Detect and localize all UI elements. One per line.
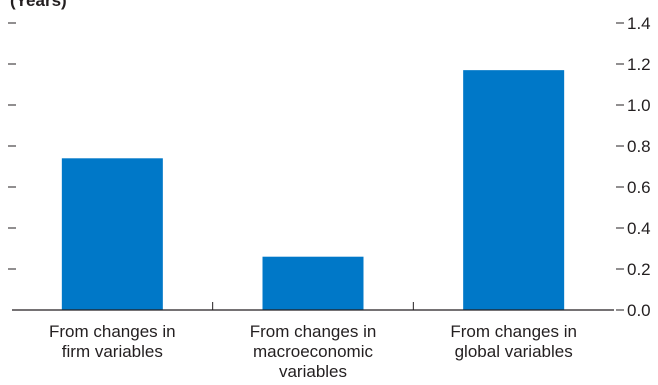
y-tick-label: 1.0 (627, 96, 651, 115)
category-label-line: global variables (455, 342, 573, 361)
category-label-line: firm variables (62, 342, 163, 361)
y-tick-label: 0.2 (627, 260, 651, 279)
category-label: From changes in macroeconomic variables (250, 322, 377, 381)
right-y-axis: 0.0 0.2 0.4 0.6 0.8 1.0 1.2 1.4 (616, 14, 651, 320)
y-tick-label: 0.8 (627, 137, 651, 156)
y-tick-label: 1.2 (627, 55, 651, 74)
bar (262, 256, 364, 310)
category-label: From changes in firm variables (49, 322, 176, 361)
category-label-line: variables (279, 362, 347, 381)
category-label: From changes in global variables (450, 322, 577, 361)
left-y-axis-ticks (8, 22, 16, 270)
category-label-line: macroeconomic (253, 342, 373, 361)
y-axis-unit-label: (Years) (10, 0, 67, 10)
category-label-line: From changes in (450, 322, 577, 341)
x-axis (12, 302, 614, 311)
bar (463, 70, 565, 311)
bar-series (61, 70, 565, 311)
y-tick-label: 0.4 (627, 219, 651, 238)
y-tick-label: 1.4 (627, 14, 651, 33)
y-tick-label: 0.6 (627, 178, 651, 197)
category-label-line: From changes in (250, 322, 377, 341)
bar (61, 158, 163, 310)
y-tick-label: 0.0 (627, 301, 651, 320)
category-label-line: From changes in (49, 322, 176, 341)
